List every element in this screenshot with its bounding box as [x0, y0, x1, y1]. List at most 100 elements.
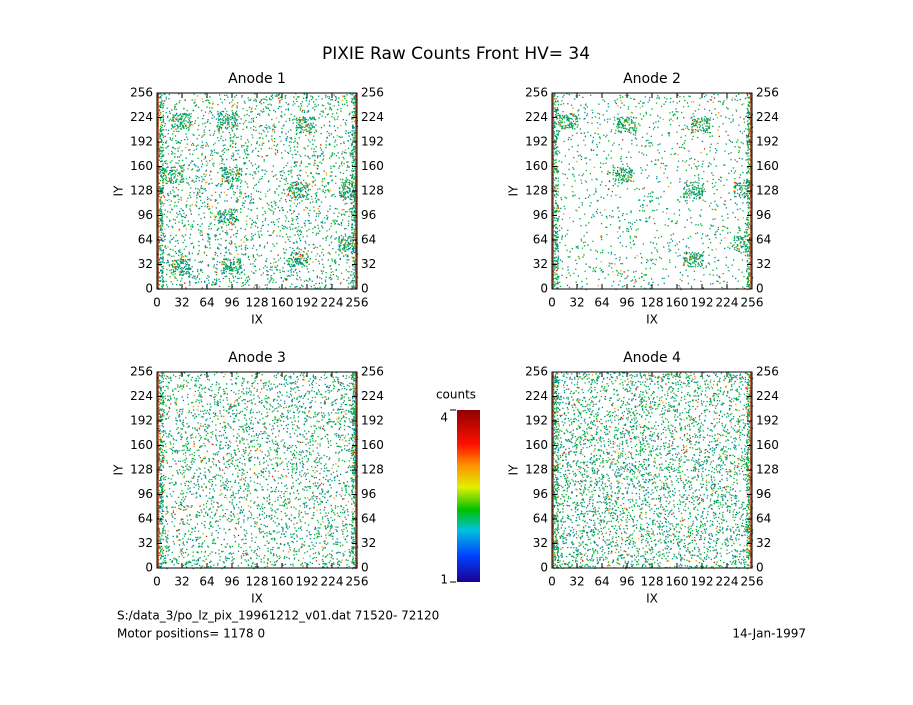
y-tick-label: 224 [130, 389, 153, 403]
y-tick-label: 192 [525, 135, 548, 149]
colorbar-tick-label: 1 [440, 573, 448, 587]
y2-tick-label: 96 [361, 487, 376, 501]
x-tick-label: 0 [548, 575, 556, 589]
y2-tick-label: 256 [361, 86, 384, 100]
y-tick-label: 96 [138, 208, 153, 222]
x-tick-label: 64 [199, 575, 214, 589]
x-tick-label: 160 [271, 575, 294, 589]
panel-title: Anode 3 [228, 350, 286, 366]
y-tick-label: 128 [130, 463, 153, 477]
x-tick-label: 256 [346, 575, 369, 589]
y-tick-label: 32 [533, 257, 548, 271]
pixel-noise [157, 376, 357, 570]
x-tick-label: 0 [153, 575, 161, 589]
x-tick-label: 96 [619, 575, 634, 589]
y2-tick-label: 64 [361, 233, 376, 247]
y2-tick-label: 256 [756, 86, 779, 100]
motor-positions: Motor positions= 1178 0 [117, 627, 265, 641]
pixel-noise [552, 372, 754, 570]
figure-title: PIXIE Raw Counts Front HV= 34 [322, 44, 590, 64]
y2-tick-label: 128 [361, 463, 384, 477]
x-tick-label: 224 [321, 575, 344, 589]
y2-tick-label: 224 [756, 110, 779, 124]
y-tick-label: 64 [533, 512, 548, 526]
y-tick-label: 32 [138, 257, 153, 271]
x-tick-label: 224 [321, 296, 344, 310]
y-tick-label: 224 [525, 389, 548, 403]
y-tick-label: 0 [145, 282, 153, 296]
pixel-noise [157, 93, 359, 290]
y-tick-label: 160 [130, 438, 153, 452]
x-tick-label: 160 [271, 296, 294, 310]
y2-tick-label: 192 [756, 414, 779, 428]
panel-title: Anode 4 [623, 350, 681, 366]
y-tick-label: 96 [138, 487, 153, 501]
x-tick-label: 32 [174, 296, 189, 310]
x-tick-label: 64 [594, 296, 609, 310]
y-tick-label: 96 [533, 208, 548, 222]
x-tick-label: 192 [296, 296, 319, 310]
y-tick-label: 160 [130, 159, 153, 173]
y2-tick-label: 160 [361, 159, 384, 173]
y2-tick-label: 224 [361, 389, 384, 403]
x-tick-label: 224 [716, 296, 739, 310]
y2-tick-label: 0 [361, 561, 369, 575]
y2-tick-label: 160 [756, 438, 779, 452]
y-tick-label: 256 [525, 86, 548, 100]
x-tick-label: 32 [569, 296, 584, 310]
y2-tick-label: 256 [756, 365, 779, 379]
y2-tick-label: 64 [756, 233, 771, 247]
y-tick-label: 64 [533, 233, 548, 247]
y-tick-label: 0 [145, 561, 153, 575]
y-tick-label: 128 [130, 184, 153, 198]
date: 14-Jan-1997 [732, 627, 806, 641]
y2-tick-label: 32 [361, 536, 376, 550]
y-axis-label: IY [112, 185, 126, 197]
pixel-noise [552, 372, 754, 570]
x-tick-label: 128 [641, 575, 664, 589]
y2-tick-label: 96 [756, 208, 771, 222]
y2-tick-label: 128 [756, 463, 779, 477]
plot-frame [551, 92, 753, 290]
x-tick-label: 96 [224, 296, 239, 310]
x-tick-label: 32 [174, 575, 189, 589]
x-tick-label: 0 [548, 296, 556, 310]
x-tick-label: 0 [153, 296, 161, 310]
y2-tick-label: 0 [361, 282, 369, 296]
x-tick-label: 128 [641, 296, 664, 310]
x-axis-label: IX [646, 313, 658, 327]
y2-tick-label: 32 [756, 257, 771, 271]
y-tick-label: 0 [540, 282, 548, 296]
y2-tick-label: 224 [756, 389, 779, 403]
x-tick-label: 64 [199, 296, 214, 310]
y2-tick-label: 64 [756, 512, 771, 526]
x-tick-label: 96 [224, 575, 239, 589]
y2-tick-label: 32 [361, 257, 376, 271]
y-tick-label: 64 [138, 512, 153, 526]
y2-tick-label: 192 [361, 135, 384, 149]
x-tick-label: 160 [666, 296, 689, 310]
y-tick-label: 32 [533, 536, 548, 550]
y-tick-label: 160 [525, 438, 548, 452]
y-tick-label: 224 [525, 110, 548, 124]
y-tick-label: 192 [130, 414, 153, 428]
colorbar [457, 410, 480, 582]
y2-tick-label: 0 [756, 282, 764, 296]
y2-tick-label: 192 [756, 135, 779, 149]
y-tick-label: 64 [138, 233, 153, 247]
y-tick-label: 128 [525, 184, 548, 198]
y2-tick-label: 128 [756, 184, 779, 198]
file-name: S:/data_3/po_lz_pix_19961212_v01.dat 715… [117, 609, 439, 623]
y2-tick-label: 256 [361, 365, 384, 379]
pixel-noise [157, 372, 359, 570]
y-tick-label: 192 [525, 414, 548, 428]
y2-tick-label: 128 [361, 184, 384, 198]
x-tick-label: 192 [691, 296, 714, 310]
x-tick-label: 256 [346, 296, 369, 310]
pixel-noise [157, 93, 358, 290]
y2-tick-label: 0 [756, 561, 764, 575]
y2-tick-label: 160 [756, 159, 779, 173]
pixel-noise [552, 94, 752, 291]
y2-tick-label: 96 [756, 487, 771, 501]
